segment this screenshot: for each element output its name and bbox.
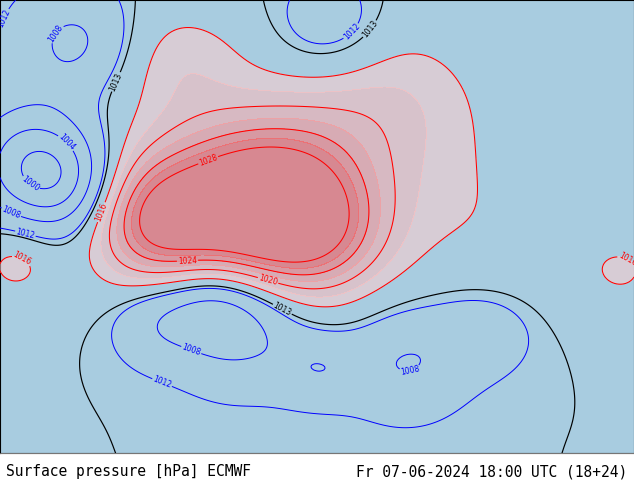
Text: 1016: 1016 bbox=[11, 250, 33, 268]
Text: 1016: 1016 bbox=[617, 251, 634, 268]
Text: 1020: 1020 bbox=[257, 273, 278, 287]
Text: 1008: 1008 bbox=[1, 205, 22, 220]
Text: 1012: 1012 bbox=[152, 375, 172, 390]
Text: Surface pressure [hPa] ECMWF: Surface pressure [hPa] ECMWF bbox=[6, 464, 251, 479]
Text: 1012: 1012 bbox=[15, 227, 36, 240]
Text: 1000: 1000 bbox=[20, 175, 41, 194]
Text: 1013: 1013 bbox=[272, 301, 293, 318]
Text: 1004: 1004 bbox=[56, 132, 77, 152]
Text: Fr 07-06-2024 18:00 UTC (18+24): Fr 07-06-2024 18:00 UTC (18+24) bbox=[356, 464, 628, 479]
Text: 1008: 1008 bbox=[181, 343, 202, 358]
Text: 1012: 1012 bbox=[342, 22, 361, 42]
Text: 1008: 1008 bbox=[399, 364, 420, 377]
Text: 1016: 1016 bbox=[94, 201, 109, 223]
Text: 1008: 1008 bbox=[46, 23, 65, 44]
Text: 1028: 1028 bbox=[198, 152, 219, 168]
Text: 1012: 1012 bbox=[0, 8, 12, 29]
Text: 1013: 1013 bbox=[361, 19, 380, 40]
Text: 1024: 1024 bbox=[178, 256, 197, 266]
Text: 1013: 1013 bbox=[108, 71, 124, 93]
